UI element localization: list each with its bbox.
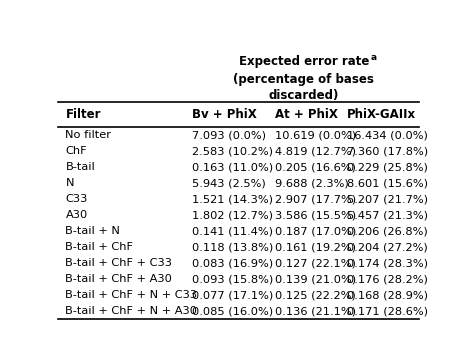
Text: B-tail + ChF + A30: B-tail + ChF + A30 bbox=[65, 274, 172, 284]
Text: At + PhiX: At + PhiX bbox=[275, 108, 338, 121]
Text: 7.093 (0.0%): 7.093 (0.0%) bbox=[192, 130, 266, 140]
Text: 0.141 (11.4%): 0.141 (11.4%) bbox=[192, 226, 273, 236]
Text: 1.521 (14.3%): 1.521 (14.3%) bbox=[192, 194, 273, 204]
Text: B-tail + ChF: B-tail + ChF bbox=[65, 242, 133, 252]
Text: 5.207 (21.7%): 5.207 (21.7%) bbox=[347, 194, 428, 204]
Text: N: N bbox=[65, 178, 74, 188]
Text: 0.174 (28.3%): 0.174 (28.3%) bbox=[347, 258, 428, 268]
Text: B-tail + N: B-tail + N bbox=[65, 226, 120, 236]
Text: ChF: ChF bbox=[65, 146, 87, 156]
Text: 0.171 (28.6%): 0.171 (28.6%) bbox=[347, 306, 428, 316]
Text: A30: A30 bbox=[65, 210, 88, 220]
Text: 3.586 (15.5%): 3.586 (15.5%) bbox=[275, 210, 356, 220]
Text: 0.229 (25.8%): 0.229 (25.8%) bbox=[347, 162, 428, 172]
Text: 0.187 (17.0%): 0.187 (17.0%) bbox=[275, 226, 356, 236]
Text: 0.206 (26.8%): 0.206 (26.8%) bbox=[347, 226, 428, 236]
Text: 0.083 (16.9%): 0.083 (16.9%) bbox=[192, 258, 273, 268]
Text: 10.619 (0.0%): 10.619 (0.0%) bbox=[275, 130, 356, 140]
Text: 0.139 (21.0%): 0.139 (21.0%) bbox=[275, 274, 356, 284]
Text: 16.434 (0.0%): 16.434 (0.0%) bbox=[347, 130, 428, 140]
Text: 0.136 (21.1%): 0.136 (21.1%) bbox=[275, 306, 356, 316]
Text: B-tail: B-tail bbox=[65, 162, 95, 172]
Text: 4.819 (12.7%): 4.819 (12.7%) bbox=[275, 146, 356, 156]
Text: 0.077 (17.1%): 0.077 (17.1%) bbox=[192, 290, 273, 300]
Text: a: a bbox=[370, 53, 377, 62]
Text: 9.688 (2.3%): 9.688 (2.3%) bbox=[275, 178, 349, 188]
Text: 0.205 (16.6%): 0.205 (16.6%) bbox=[275, 162, 356, 172]
Text: B-tail + ChF + N + C33: B-tail + ChF + N + C33 bbox=[65, 290, 198, 300]
Text: 0.093 (15.8%): 0.093 (15.8%) bbox=[192, 274, 273, 284]
Text: 5.943 (2.5%): 5.943 (2.5%) bbox=[192, 178, 266, 188]
Text: C33: C33 bbox=[65, 194, 88, 204]
Text: 0.127 (22.1%): 0.127 (22.1%) bbox=[275, 258, 356, 268]
Text: (percentage of bases: (percentage of bases bbox=[233, 73, 374, 86]
Text: 0.118 (13.8%): 0.118 (13.8%) bbox=[192, 242, 273, 252]
Text: discarded): discarded) bbox=[268, 89, 339, 102]
Text: 2.907 (17.7%): 2.907 (17.7%) bbox=[275, 194, 356, 204]
Text: 0.176 (28.2%): 0.176 (28.2%) bbox=[347, 274, 428, 284]
Text: Expected error rate: Expected error rate bbox=[239, 55, 369, 68]
Text: No filter: No filter bbox=[65, 130, 111, 140]
Text: Filter: Filter bbox=[65, 108, 101, 121]
Text: 0.168 (28.9%): 0.168 (28.9%) bbox=[347, 290, 428, 300]
Text: 0.085 (16.0%): 0.085 (16.0%) bbox=[192, 306, 273, 316]
Text: 7.360 (17.8%): 7.360 (17.8%) bbox=[347, 146, 428, 156]
Text: Bv + PhiX: Bv + PhiX bbox=[192, 108, 257, 121]
Text: 8.601 (15.6%): 8.601 (15.6%) bbox=[347, 178, 428, 188]
Text: 0.125 (22.2%): 0.125 (22.2%) bbox=[275, 290, 356, 300]
Text: 0.161 (19.2%): 0.161 (19.2%) bbox=[275, 242, 356, 252]
Text: 0.204 (27.2%): 0.204 (27.2%) bbox=[347, 242, 428, 252]
Text: B-tail + ChF + C33: B-tail + ChF + C33 bbox=[65, 258, 172, 268]
Text: 0.163 (11.0%): 0.163 (11.0%) bbox=[192, 162, 273, 172]
Text: PhiX-GAIIx: PhiX-GAIIx bbox=[347, 108, 416, 121]
Text: 2.583 (10.2%): 2.583 (10.2%) bbox=[192, 146, 273, 156]
Text: 5.457 (21.3%): 5.457 (21.3%) bbox=[347, 210, 428, 220]
Text: B-tail + ChF + N + A30: B-tail + ChF + N + A30 bbox=[65, 306, 198, 316]
Text: 1.802 (12.7%): 1.802 (12.7%) bbox=[192, 210, 273, 220]
